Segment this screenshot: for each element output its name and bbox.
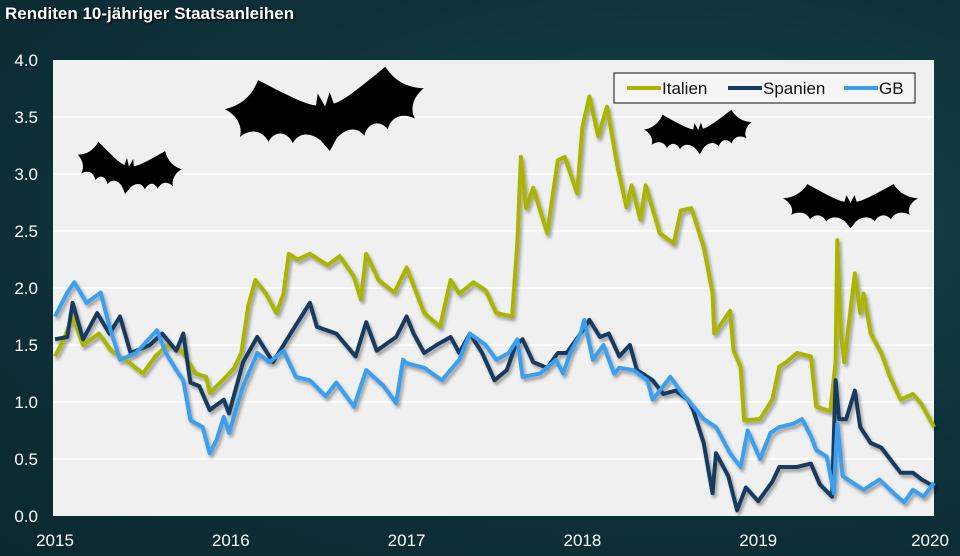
y-tick-label: 0.5 [14, 450, 38, 469]
x-tick-label: 2019 [739, 531, 777, 550]
y-tick-label: 4.0 [14, 51, 38, 70]
series-line-spanien [54, 300, 935, 513]
y-tick-label: 2.5 [14, 222, 38, 241]
y-tick-label: 1.0 [14, 393, 38, 412]
y-tick-label: 3.5 [14, 108, 38, 127]
legend-label: Italien [662, 79, 707, 98]
y-tick-label: 0.0 [14, 507, 38, 526]
x-tick-label: 2020 [911, 531, 949, 550]
legend-label: GB [879, 79, 904, 98]
x-tick-label: 2018 [563, 531, 601, 550]
chart-title: Renditen 10-jähriger Staatsanleihen [5, 4, 295, 23]
legend-label: Spanien [763, 79, 825, 98]
x-tick-label: 2016 [212, 531, 250, 550]
x-tick-label: 2015 [36, 531, 74, 550]
y-tick-label: 3.0 [14, 165, 38, 184]
series-line-italien [53, 94, 936, 429]
series-line-gb [53, 280, 936, 505]
legend: Italien Spanien GB [613, 72, 916, 104]
y-tick-label: 2.0 [14, 279, 38, 298]
x-tick-label: 2017 [388, 531, 426, 550]
y-tick-label: 1.5 [14, 336, 38, 355]
